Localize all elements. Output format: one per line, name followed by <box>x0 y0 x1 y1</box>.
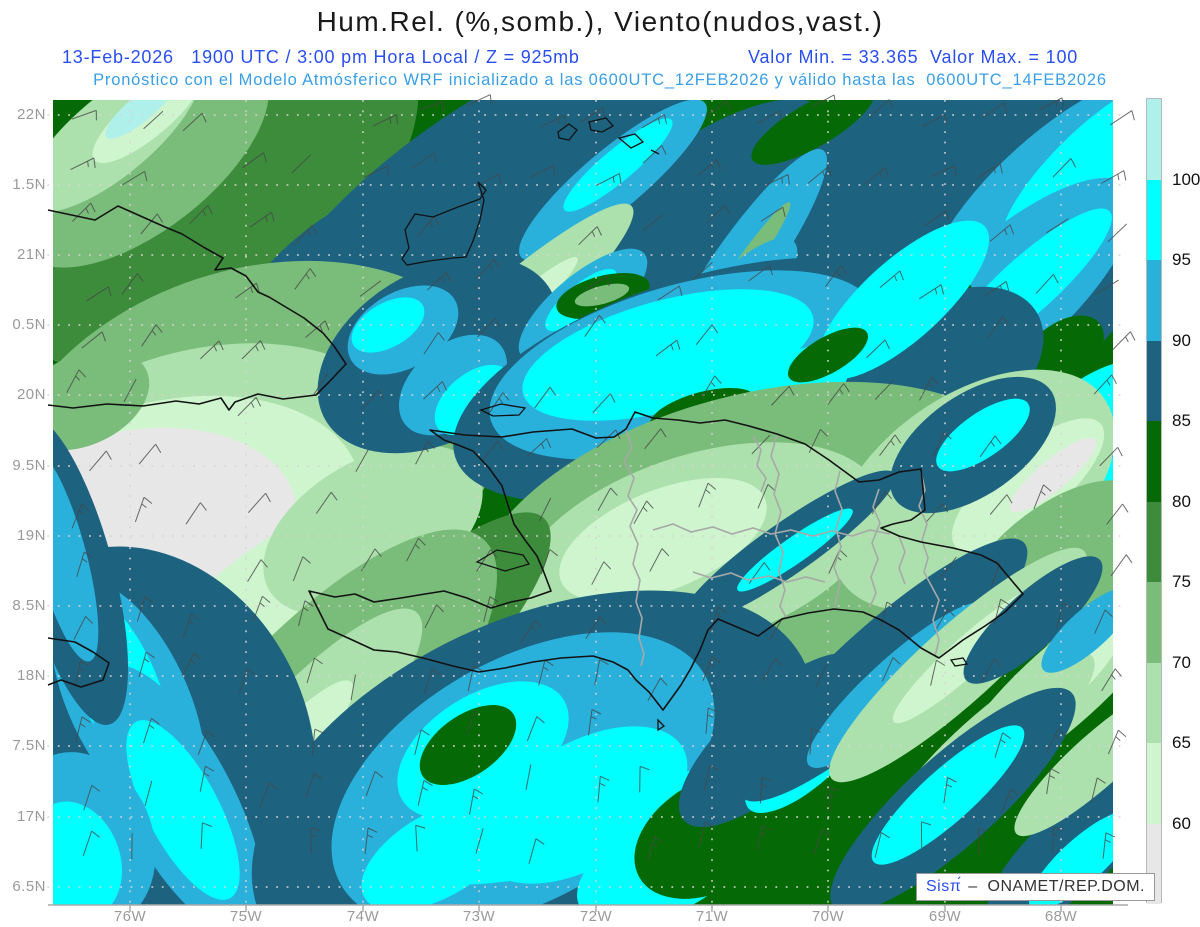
colorbar-segment <box>1147 179 1161 260</box>
y-tick-label: 17N <box>16 808 46 825</box>
y-tick-label: 6.5N <box>12 878 46 895</box>
x-tick-label: 76W <box>113 908 147 925</box>
colorbar-tick-label: 65 <box>1172 733 1191 752</box>
colorbar-tick-label: 80 <box>1172 491 1191 511</box>
colorbar-segment <box>1147 743 1161 824</box>
x-tick-label: 69W <box>928 908 962 925</box>
colorbar-segment <box>1147 582 1161 663</box>
colorbar-segment <box>1147 340 1161 421</box>
colorbar-tick-label: 90 <box>1172 330 1191 350</box>
colorbar-segment <box>1147 662 1161 743</box>
x-axis-line <box>48 904 1128 912</box>
y-tick-label: 0.5N <box>12 316 46 333</box>
subtitle-datetime: 13-Feb-2026 1900 UTC / 3:00 pm Hora Loca… <box>62 47 580 67</box>
sispi-logo: Sisπ́ <box>926 878 962 895</box>
y-tick-label: 18N <box>16 667 46 684</box>
y-tick-label: 20N <box>16 386 46 403</box>
x-tick-label: 74W <box>346 908 380 925</box>
y-tick-label: 1.5N <box>12 176 46 193</box>
colorbar-segment <box>1147 501 1161 582</box>
humidity-wind-field <box>37 94 1136 912</box>
page-title: Hum.Rel. (%,somb.), Viento(nudos,vast.) <box>316 6 884 37</box>
y-tick-label: 22N <box>16 106 46 123</box>
wind-barbs <box>66 94 1136 864</box>
small-islands <box>401 117 969 732</box>
y-tick-label: 7.5N <box>12 737 46 754</box>
colorbar-tick-label: 85 <box>1172 411 1191 430</box>
subtitle-min-max: Valor Min. = 33.365 Valor Max. = 100 <box>748 47 1079 67</box>
y-tick-label: 9.5N <box>12 457 46 474</box>
colorbar-tick-label: 75 <box>1172 572 1191 591</box>
y-tick-label: 19N <box>16 527 46 544</box>
y-tick-label: 21N <box>16 246 46 263</box>
x-tick-label: 75W <box>229 908 263 925</box>
subtitle-model-info: Pronóstico con el Modelo Atmósferico WRF… <box>93 71 1107 89</box>
colorbar-tick-label: 60 <box>1172 813 1191 833</box>
colorbar-segment <box>1147 99 1161 180</box>
x-tick-label: 72W <box>579 908 613 925</box>
colorbar-tick-label: 95 <box>1172 250 1191 269</box>
colorbar-segment <box>1147 421 1161 502</box>
x-tick-label: 71W <box>695 908 729 925</box>
brand-text: – ONAMET/REP.DOM. <box>968 878 1145 895</box>
colorbar-tick-label: 70 <box>1172 652 1191 672</box>
province-borders <box>623 429 940 667</box>
coastlines <box>47 205 1024 711</box>
colorbar-tick-label: 100 <box>1172 169 1200 189</box>
humidity-colorbar <box>1146 98 1162 904</box>
brand-badge: Sisπ́ – ONAMET/REP.DOM. <box>916 873 1155 901</box>
colorbar-segment <box>1147 260 1161 341</box>
y-tick-label: 8.5N <box>12 597 46 614</box>
x-tick-label: 73W <box>462 908 496 925</box>
weather-map <box>37 94 1136 912</box>
x-tick-label: 70W <box>811 908 845 925</box>
x-tick-label: 68W <box>1044 908 1078 925</box>
